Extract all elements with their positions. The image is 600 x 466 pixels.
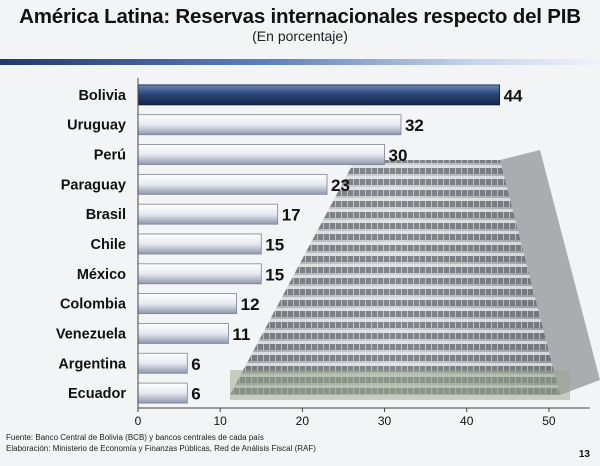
category-label: México <box>77 267 126 283</box>
bar-argentina <box>137 352 188 374</box>
x-tick-label: 20 <box>296 414 310 428</box>
category-label: Argentina <box>58 356 127 372</box>
chart-subtitle: (En porcentaje) <box>252 28 348 44</box>
category-label: Paraguay <box>61 177 126 193</box>
background-building-image <box>230 150 600 400</box>
bar-perú <box>137 144 385 165</box>
bar-ecuador <box>137 382 188 404</box>
data-label: 17 <box>282 206 301 225</box>
bar-colombia <box>137 293 238 315</box>
category-label: Brasil <box>86 207 126 223</box>
x-tick-label: 50 <box>542 414 556 428</box>
x-tick-label: 10 <box>214 414 228 428</box>
data-label: 30 <box>389 146 408 165</box>
data-label: 6 <box>191 355 200 374</box>
data-label: 15 <box>265 265 284 284</box>
bar-venezuela <box>137 323 229 344</box>
data-label: 23 <box>331 176 350 195</box>
x-tick-label: 40 <box>460 414 474 428</box>
bar-méxico <box>137 263 262 285</box>
category-label: Ecuador <box>68 386 126 402</box>
category-label: Bolivia <box>78 88 126 104</box>
bar-chart: Bolivia 44 Uruguay 32 Perú 30 Paraguay 23 Brasil… <box>56 78 600 428</box>
category-label: Perú <box>94 148 126 164</box>
header-rule <box>0 59 600 65</box>
chart-title: América Latina: Reservas internacionales… <box>19 5 581 28</box>
data-label: 15 <box>265 236 284 255</box>
x-tick-label: 30 <box>378 414 392 428</box>
footer-source: Fuente: Banco Central de Bolivia (BCB) y… <box>6 433 264 442</box>
category-label: Uruguay <box>67 118 126 134</box>
category-label: Venezuela <box>56 326 127 342</box>
category-label: Chile <box>91 237 126 253</box>
footer-elaboration: Elaboración: Ministerio de Economía y Fi… <box>6 444 316 453</box>
data-label: 12 <box>241 295 260 314</box>
data-label: 44 <box>504 86 523 105</box>
bar-paraguay <box>137 173 328 195</box>
data-label: 11 <box>232 325 250 344</box>
bar-chile <box>137 233 262 255</box>
data-label: 32 <box>405 116 424 135</box>
bar-uruguay <box>137 114 402 136</box>
x-tick-label: 0 <box>135 414 142 428</box>
page-number: 13 <box>578 449 590 460</box>
bar-brasil <box>137 203 279 225</box>
bar-bolivia <box>137 84 501 106</box>
category-label: Colombia <box>60 297 127 313</box>
data-label: 6 <box>191 385 200 404</box>
